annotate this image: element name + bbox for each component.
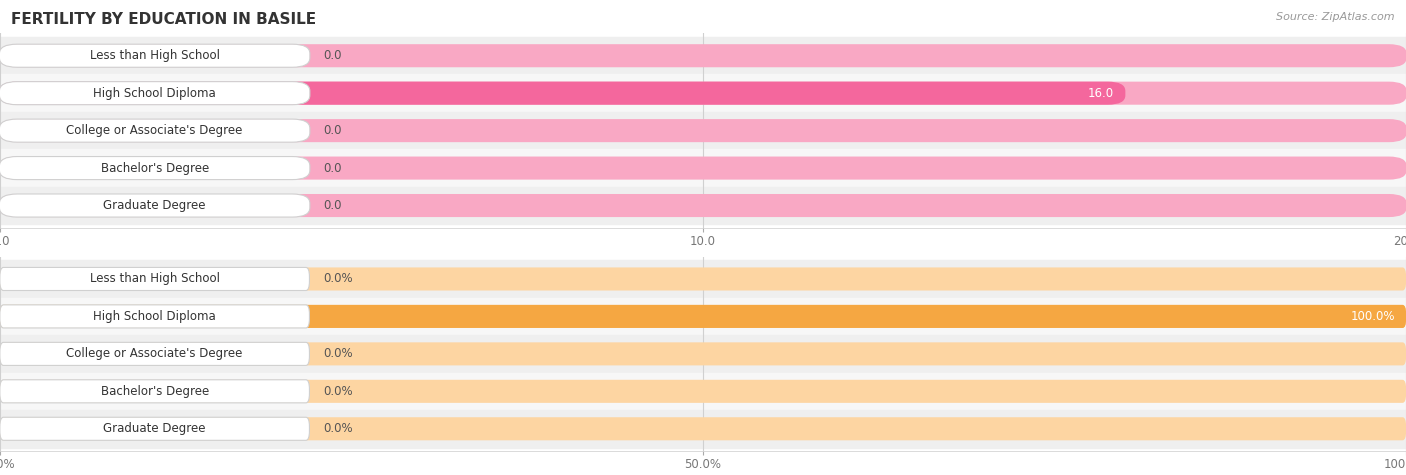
FancyBboxPatch shape	[0, 342, 309, 365]
Text: Bachelor's Degree: Bachelor's Degree	[101, 385, 208, 398]
FancyBboxPatch shape	[0, 157, 1406, 180]
FancyBboxPatch shape	[0, 305, 1406, 328]
FancyBboxPatch shape	[0, 194, 1406, 217]
Bar	[0, 149, 1406, 187]
FancyBboxPatch shape	[0, 119, 309, 142]
Text: High School Diploma: High School Diploma	[93, 310, 217, 323]
Text: 100.0%: 100.0%	[1350, 310, 1395, 323]
Bar	[0, 112, 1406, 149]
Text: College or Associate's Degree: College or Associate's Degree	[66, 347, 243, 361]
Text: Source: ZipAtlas.com: Source: ZipAtlas.com	[1277, 12, 1395, 22]
FancyBboxPatch shape	[0, 82, 309, 104]
FancyBboxPatch shape	[0, 82, 1125, 104]
FancyBboxPatch shape	[0, 417, 1406, 440]
Text: 16.0: 16.0	[1087, 86, 1114, 100]
Bar	[0, 298, 1406, 335]
Text: FERTILITY BY EDUCATION IN BASILE: FERTILITY BY EDUCATION IN BASILE	[11, 12, 316, 27]
FancyBboxPatch shape	[0, 157, 309, 180]
Text: High School Diploma: High School Diploma	[93, 86, 217, 100]
FancyBboxPatch shape	[0, 44, 1406, 67]
Text: Bachelor's Degree: Bachelor's Degree	[101, 162, 208, 175]
FancyBboxPatch shape	[0, 119, 1406, 142]
Text: 0.0: 0.0	[323, 162, 342, 175]
Text: Graduate Degree: Graduate Degree	[104, 199, 205, 212]
Bar	[0, 260, 1406, 298]
Text: 0.0%: 0.0%	[323, 347, 353, 361]
FancyBboxPatch shape	[0, 267, 309, 291]
Text: 0.0: 0.0	[323, 199, 342, 212]
Bar	[0, 187, 1406, 224]
FancyBboxPatch shape	[0, 342, 1406, 365]
FancyBboxPatch shape	[0, 417, 309, 440]
FancyBboxPatch shape	[0, 380, 309, 403]
Bar	[0, 410, 1406, 447]
FancyBboxPatch shape	[0, 194, 309, 217]
Bar	[0, 75, 1406, 112]
FancyBboxPatch shape	[0, 44, 309, 67]
Text: 0.0: 0.0	[323, 124, 342, 137]
FancyBboxPatch shape	[0, 82, 1406, 104]
Text: 0.0%: 0.0%	[323, 273, 353, 285]
Text: 0.0: 0.0	[323, 49, 342, 62]
FancyBboxPatch shape	[0, 267, 1406, 291]
Text: Less than High School: Less than High School	[90, 273, 219, 285]
FancyBboxPatch shape	[0, 305, 309, 328]
Bar	[0, 372, 1406, 410]
Text: 0.0%: 0.0%	[323, 385, 353, 398]
FancyBboxPatch shape	[0, 380, 1406, 403]
FancyBboxPatch shape	[0, 305, 1406, 328]
Bar	[0, 37, 1406, 75]
Text: Graduate Degree: Graduate Degree	[104, 422, 205, 435]
Text: Less than High School: Less than High School	[90, 49, 219, 62]
Bar	[0, 335, 1406, 372]
Text: College or Associate's Degree: College or Associate's Degree	[66, 124, 243, 137]
Text: 0.0%: 0.0%	[323, 422, 353, 435]
